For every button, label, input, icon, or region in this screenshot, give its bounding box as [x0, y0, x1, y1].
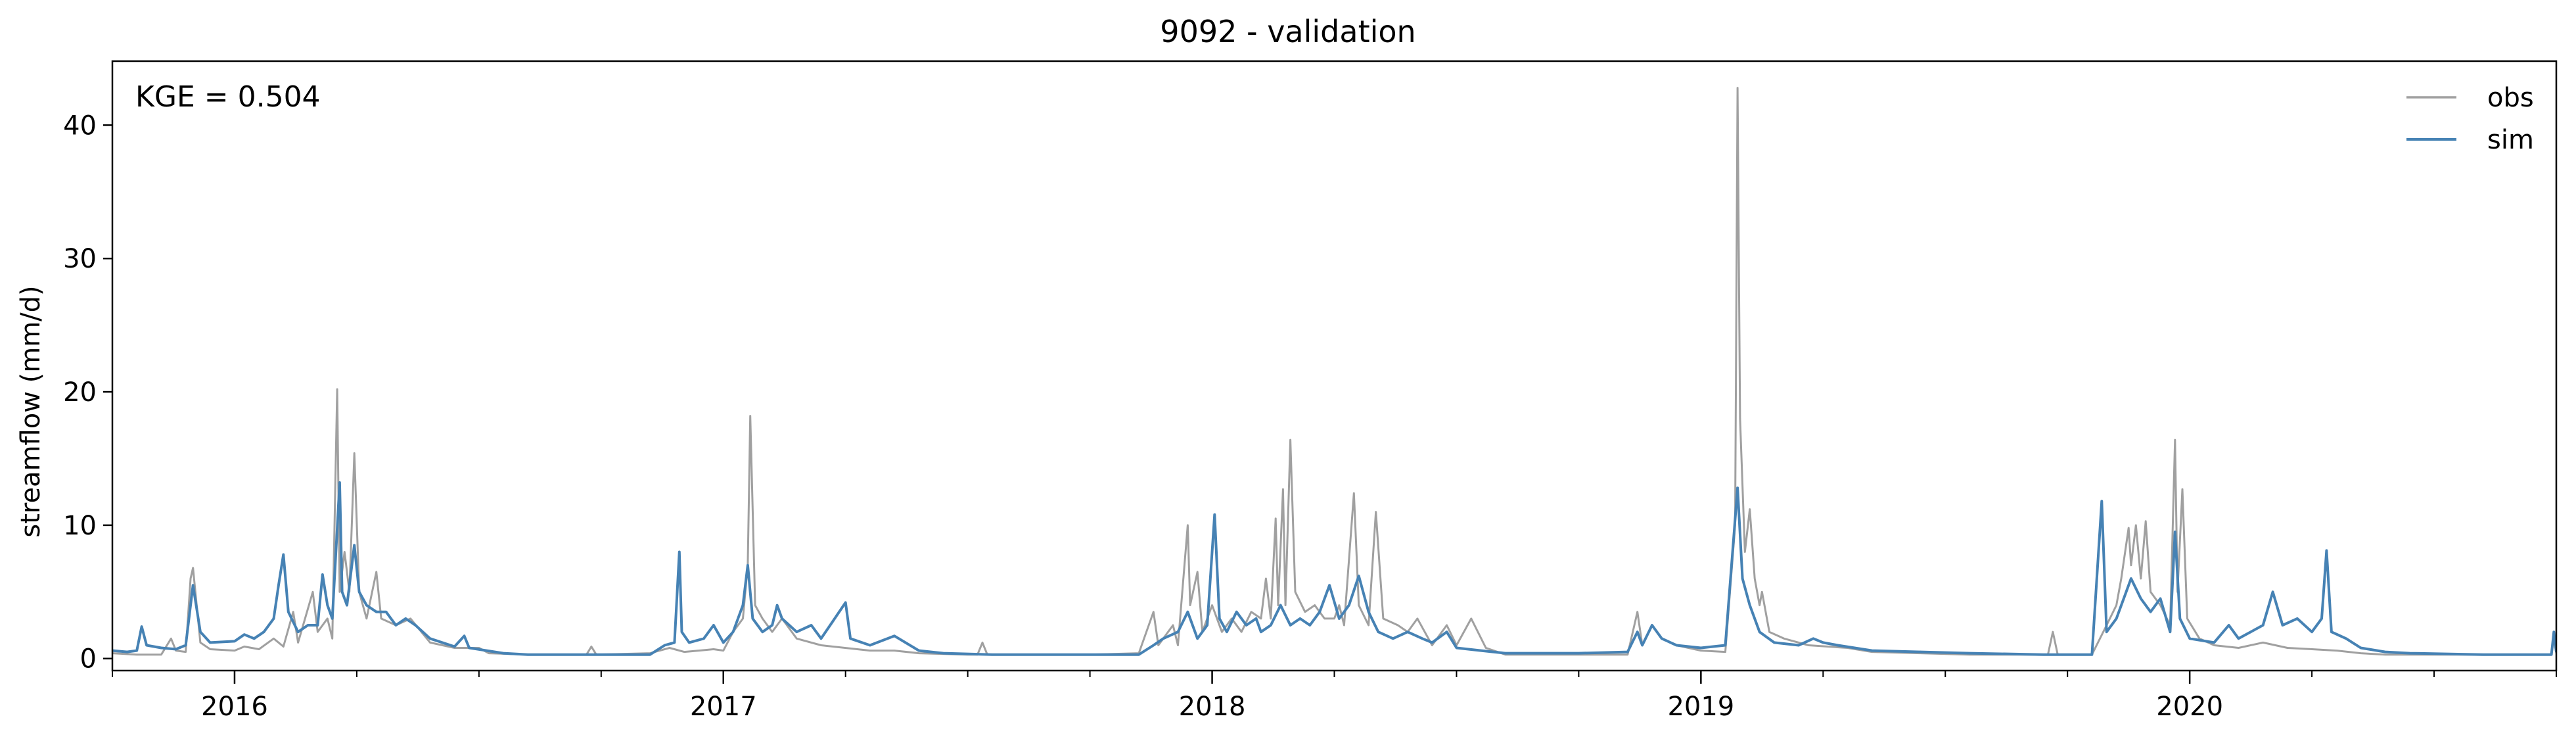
legend-label-obs: obs — [2487, 83, 2534, 113]
y-tick-label: 20 — [63, 377, 97, 408]
series-line-sim — [112, 481, 2556, 656]
x-tick-label: 2020 — [2156, 692, 2223, 722]
y-tick-label: 40 — [63, 110, 97, 141]
y-axis: 0 10 20 30 40 — [63, 110, 112, 675]
x-tick-label: 2019 — [1667, 692, 1734, 722]
x-tick-label: 2017 — [690, 692, 757, 722]
x-tick-label: 2018 — [1179, 692, 1246, 722]
y-tick-label: 30 — [63, 244, 97, 274]
y-tick-label: 10 — [63, 511, 97, 541]
x-axis: 2016 2017 2018 2019 2020 — [201, 671, 2223, 722]
kge-annotation: KGE = 0.504 — [135, 80, 321, 114]
legend-label-sim: sim — [2487, 125, 2534, 155]
y-tick-label: 0 — [80, 644, 97, 675]
y-axis-label: streamflow (mm/d) — [16, 285, 46, 537]
x-tick-label: 2016 — [201, 692, 268, 722]
plot-frame — [111, 60, 2558, 672]
chart-title: 9092 - validation — [1160, 14, 1415, 49]
series-line-obs — [112, 87, 2556, 656]
x-minor-ticks — [112, 671, 2557, 677]
legend: obs sim — [2406, 83, 2534, 155]
series-layer — [112, 87, 2556, 656]
